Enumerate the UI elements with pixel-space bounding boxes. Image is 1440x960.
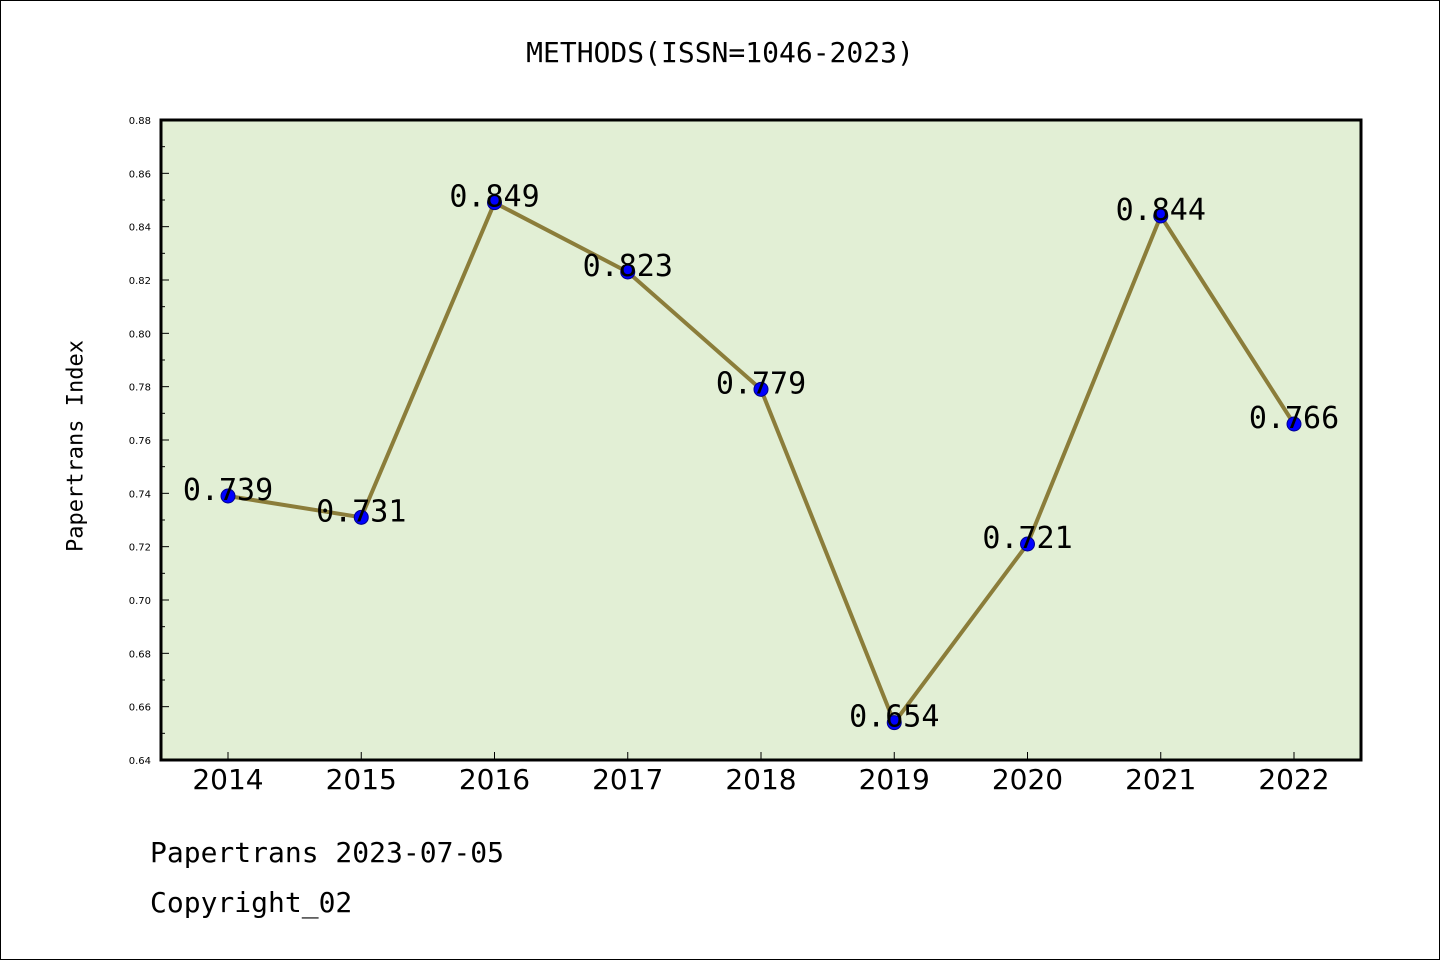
data-point [1020, 536, 1035, 552]
chart-title: METHODS(ISSN=1046-2023) [526, 36, 914, 69]
data-label: 0.654 [849, 700, 939, 735]
data-point [1286, 416, 1302, 432]
data-point [1153, 208, 1169, 224]
y-tick-label: 0.84 [129, 223, 151, 234]
x-tick-label: 2015 [326, 763, 397, 796]
footer-date: Papertrans 2023-07-05 [150, 836, 505, 869]
y-tick-label: 0.66 [129, 703, 151, 714]
y-tick-label: 0.64 [129, 756, 151, 767]
data-point [487, 195, 502, 211]
y-tick-label: 0.72 [129, 543, 151, 554]
footer-copyright: Copyright_02 [150, 886, 353, 919]
x-tick-label: 2017 [592, 763, 663, 796]
data-point [753, 381, 769, 397]
x-tick-label: 2018 [725, 763, 796, 796]
y-tick-label: 0.86 [129, 169, 151, 180]
y-tick-label: 0.76 [129, 436, 151, 447]
plot-area [161, 120, 1361, 760]
plot-border [159, 118, 1363, 762]
x-tick-label: 2021 [1125, 763, 1196, 796]
x-tick-label: 2020 [992, 763, 1063, 796]
data-label: 0.739 [183, 473, 273, 508]
data-label: 0.849 [449, 180, 539, 215]
data-point [886, 715, 902, 731]
x-tick-label: 2022 [1258, 763, 1329, 796]
x-tick-label: 2019 [859, 763, 930, 796]
data-label: 0.721 [982, 521, 1072, 556]
y-tick-label: 0.68 [129, 649, 151, 660]
y-tick-label: 0.82 [129, 276, 151, 287]
data-label: 0.731 [316, 494, 406, 529]
data-point [220, 488, 236, 504]
data-point [353, 509, 369, 525]
data-label: 0.766 [1249, 401, 1339, 436]
y-tick-label: 0.74 [129, 489, 151, 500]
y-tick-label: 0.88 [129, 116, 151, 127]
y-tick-label: 0.80 [129, 329, 151, 340]
data-label: 0.823 [583, 249, 673, 284]
y-tick-label: 0.78 [129, 383, 151, 394]
x-tick-label: 2014 [192, 763, 263, 796]
data-label: 0.779 [716, 366, 806, 401]
data-label: 0.844 [1116, 193, 1206, 228]
y-tick-label: 0.70 [129, 596, 151, 607]
data-point [620, 264, 636, 280]
x-tick-label: 2016 [459, 763, 530, 796]
